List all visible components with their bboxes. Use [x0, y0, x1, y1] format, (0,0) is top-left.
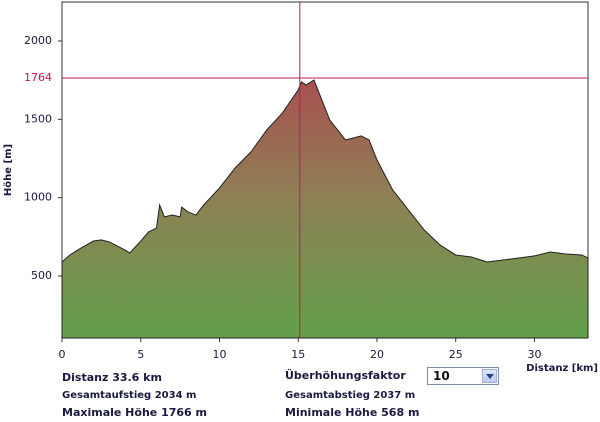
x-tick-label: 20 [370, 348, 384, 361]
x-axis-label: Distanz [km] [526, 363, 598, 374]
info-descent: Gesamtabstieg 2037 m [285, 390, 415, 401]
info-max: Maximale Höhe 1766 m [62, 406, 207, 419]
x-tick-label: 0 [59, 348, 66, 361]
info-ascent: Gesamtaufstieg 2034 m [62, 390, 196, 401]
info-distance: Distanz 33.6 km [62, 371, 162, 384]
y-axis-label: Höhe [m] [3, 144, 14, 196]
x-tick-label: 25 [449, 348, 463, 361]
y-tick-label: 1500 [24, 112, 52, 125]
x-tick-label: 30 [527, 348, 541, 361]
y-tick-label: 1000 [24, 191, 52, 204]
x-tick-label: 5 [137, 348, 144, 361]
x-tick-label: 15 [291, 348, 305, 361]
y-tick-label: 500 [31, 269, 52, 282]
info-min: Minimale Höhe 568 m [285, 406, 419, 419]
factor-value: 10 [433, 369, 450, 383]
y-tick-label: 2000 [24, 34, 52, 47]
elevation-area [61, 79, 589, 339]
x-tick-label: 10 [212, 348, 226, 361]
dropdown-button[interactable] [482, 369, 497, 383]
info-factor-label: Überhöhungsfaktor [285, 368, 406, 382]
factor-select[interactable]: 10 [427, 367, 499, 385]
crosshair-label: 1764 [24, 71, 52, 84]
